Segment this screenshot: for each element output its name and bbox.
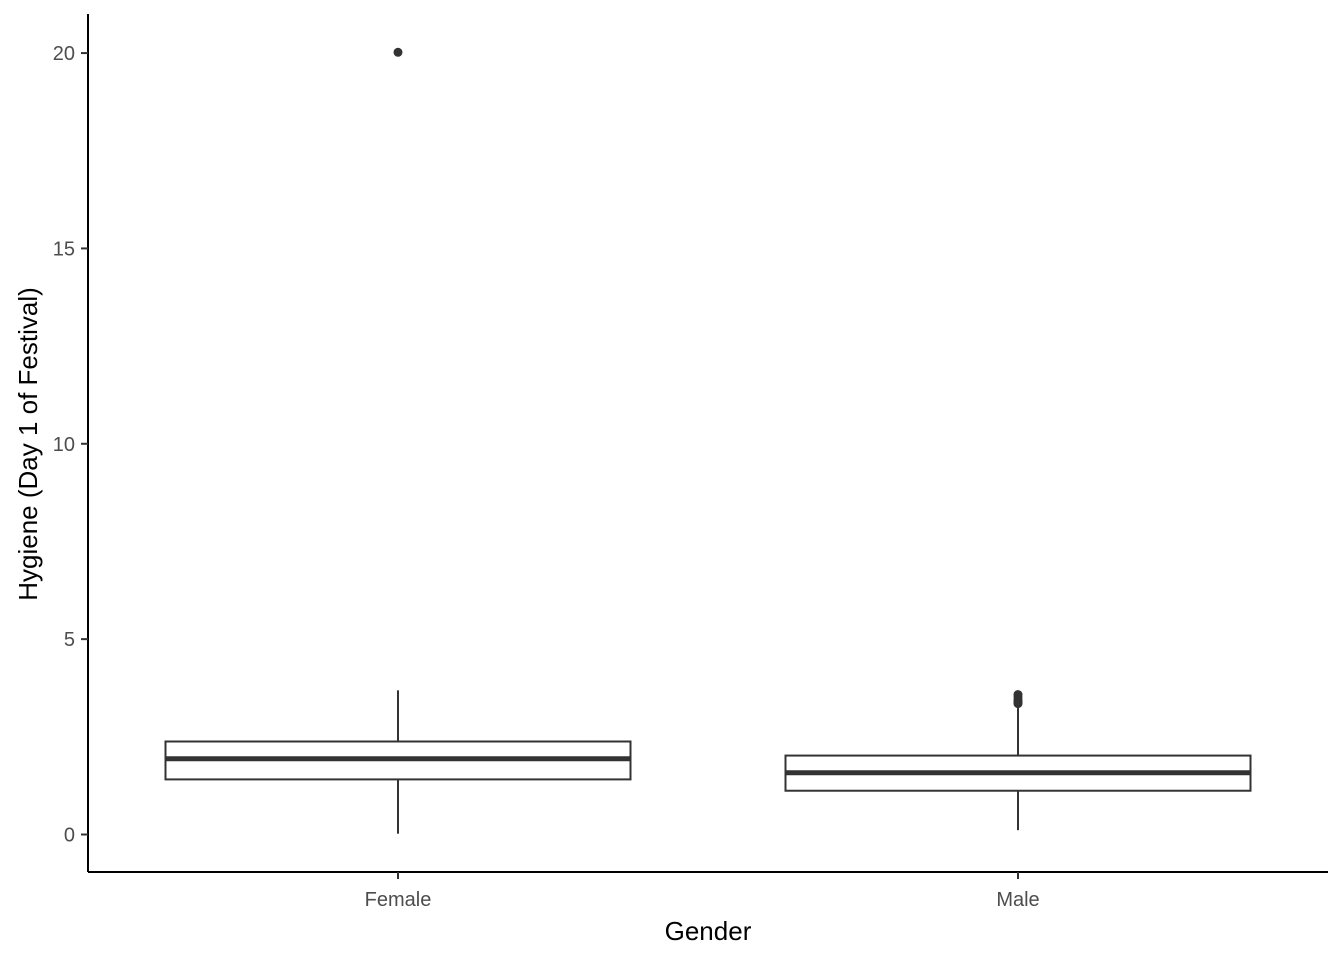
outlier-point [393,47,403,57]
x-axis-title: Gender [665,916,752,946]
y-tick-label: 20 [53,43,75,65]
x-tick-label: Female [365,889,432,911]
y-ticks: 0 5 10 15 20 [53,43,88,846]
x-ticks: Female Male [365,872,1040,911]
plot-area [164,47,1252,834]
y-tick-label: 5 [64,629,75,651]
outlier-point [1013,690,1023,700]
box-male [784,690,1252,831]
y-tick-label: 15 [53,238,75,260]
x-tick-label: Male [996,889,1039,911]
y-tick-label: 0 [64,824,75,846]
y-axis-title: Hygiene (Day 1 of Festival) [13,287,43,601]
box-female [164,47,632,834]
y-tick-label: 10 [53,434,75,456]
